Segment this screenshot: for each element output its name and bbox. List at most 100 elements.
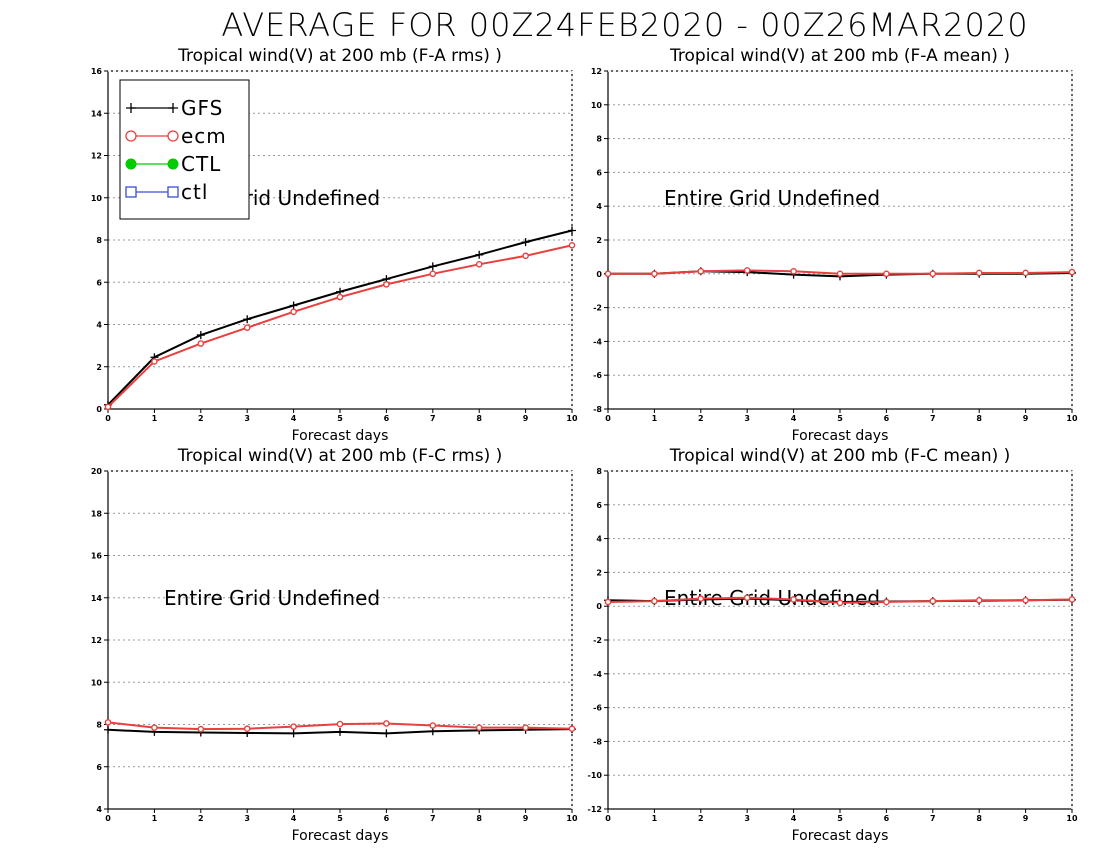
data-point-ecm [1022, 269, 1029, 277]
data-point-ecm [522, 724, 529, 731]
data-point-ecm [336, 293, 344, 301]
legend-marker-circle-icon [167, 130, 179, 142]
y-tick-label: 12 [91, 152, 102, 161]
y-tick-label: 14 [91, 594, 103, 603]
y-tick-label: 2 [96, 363, 102, 372]
data-point-gfs [104, 725, 112, 734]
panel-title: Tropical wind(V) at 200 mb (F-A mean) ) [669, 46, 1010, 66]
x-tick-label: 9 [523, 414, 529, 423]
y-tick-label: 6 [96, 763, 102, 772]
y-tick-label: 6 [96, 278, 102, 287]
x-tick-label: 0 [605, 814, 611, 823]
data-point-gfs [475, 250, 484, 259]
data-point-ecm [151, 724, 158, 731]
x-tick-label: 7 [930, 414, 936, 423]
x-tick-label: 5 [337, 814, 343, 823]
y-tick-label: 8 [596, 467, 602, 476]
y-tick-label: 12 [91, 636, 102, 645]
x-tick-label: 6 [384, 814, 390, 823]
data-point-ecm [290, 723, 297, 730]
y-tick-label: 8 [96, 236, 102, 245]
data-point-ecm [383, 720, 390, 727]
y-tick-label: 14 [91, 109, 103, 118]
undefined-grid-annotation: Entire Grid Undefined [664, 186, 880, 210]
data-point-ecm [975, 269, 983, 277]
y-tick-label: 8 [596, 135, 602, 144]
x-axis-label: Forecast days [292, 828, 389, 844]
x-tick-label: 8 [476, 414, 482, 423]
x-tick-label: 8 [976, 414, 982, 423]
x-tick-label: 4 [791, 414, 797, 423]
data-point-ecm [790, 596, 797, 603]
data-point-ecm [104, 719, 112, 726]
y-tick-label: 6 [596, 501, 602, 510]
data-point-ecm [104, 403, 112, 411]
y-tick-label: 16 [91, 552, 103, 561]
legend-marker-square-icon [167, 186, 179, 198]
y-tick-label: -6 [593, 704, 602, 713]
y-tick-label: 12 [591, 67, 602, 76]
data-point-gfs [196, 331, 205, 340]
data-point-ecm [604, 598, 612, 606]
x-tick-label: 5 [837, 414, 843, 423]
data-point-ecm [197, 725, 205, 733]
y-tick-label: -12 [588, 805, 602, 814]
x-tick-label: 4 [791, 814, 797, 823]
data-point-ecm [243, 324, 251, 331]
data-point-ecm [1068, 596, 1076, 603]
data-point-ecm [651, 597, 658, 605]
data-point-ecm [197, 340, 205, 347]
x-tick-label: 6 [884, 814, 890, 823]
x-axis-label: Forecast days [792, 428, 889, 444]
data-point-ecm [243, 725, 251, 733]
data-point-ecm [743, 267, 751, 274]
data-point-ecm [1068, 268, 1076, 276]
legend-marker-circle-icon [125, 130, 137, 142]
y-tick-label: -6 [593, 371, 602, 380]
data-point-ecm [651, 270, 658, 278]
x-tick-label: 1 [152, 814, 158, 823]
y-tick-label: 16 [91, 67, 103, 76]
data-point-ecm [475, 260, 483, 268]
x-tick-label: 7 [930, 814, 936, 823]
data-point-ecm [151, 358, 158, 365]
x-tick-label: 6 [884, 414, 890, 423]
y-tick-label: -10 [588, 771, 603, 780]
x-tick-label: 8 [476, 814, 482, 823]
x-tick-label: 1 [152, 414, 158, 423]
data-point-ecm [929, 270, 937, 278]
data-point-ecm [975, 596, 983, 604]
data-point-ecm [929, 597, 937, 605]
data-point-ecm [1022, 596, 1029, 604]
figure-title: AVERAGE FOR 00Z24FEB2020 - 00Z26MAR2020 [221, 6, 1028, 44]
data-point-ecm [883, 598, 890, 606]
data-point-gfs [568, 226, 576, 235]
data-point-ecm [336, 720, 344, 728]
x-tick-label: 0 [105, 814, 111, 823]
legend: GFS ecm CTL ctl [119, 79, 250, 220]
data-point-ecm [697, 595, 705, 602]
x-tick-label: 9 [1023, 414, 1029, 423]
x-tick-label: 7 [430, 814, 436, 823]
y-tick-label: 0 [596, 602, 602, 611]
y-tick-label: -4 [593, 337, 602, 346]
series-line-gfs [107, 229, 573, 406]
x-tick-label: 4 [291, 414, 297, 423]
y-tick-label: 8 [96, 721, 102, 730]
y-tick-label: -8 [593, 737, 602, 746]
y-tick-label: 4 [96, 805, 102, 814]
x-tick-label: 10 [1066, 814, 1078, 823]
x-tick-label: 9 [523, 814, 529, 823]
legend-label-gfs: GFS [181, 96, 223, 120]
x-tick-label: 3 [244, 814, 250, 823]
data-point-ecm [743, 594, 751, 602]
y-tick-label: -2 [593, 304, 602, 313]
data-point-ecm [836, 270, 844, 278]
x-tick-label: 4 [291, 814, 297, 823]
data-point-ecm [522, 252, 529, 260]
data-point-gfs [289, 729, 298, 738]
data-point-ecm [429, 270, 437, 278]
y-tick-label: -4 [593, 670, 602, 679]
data-point-ecm [568, 725, 576, 733]
